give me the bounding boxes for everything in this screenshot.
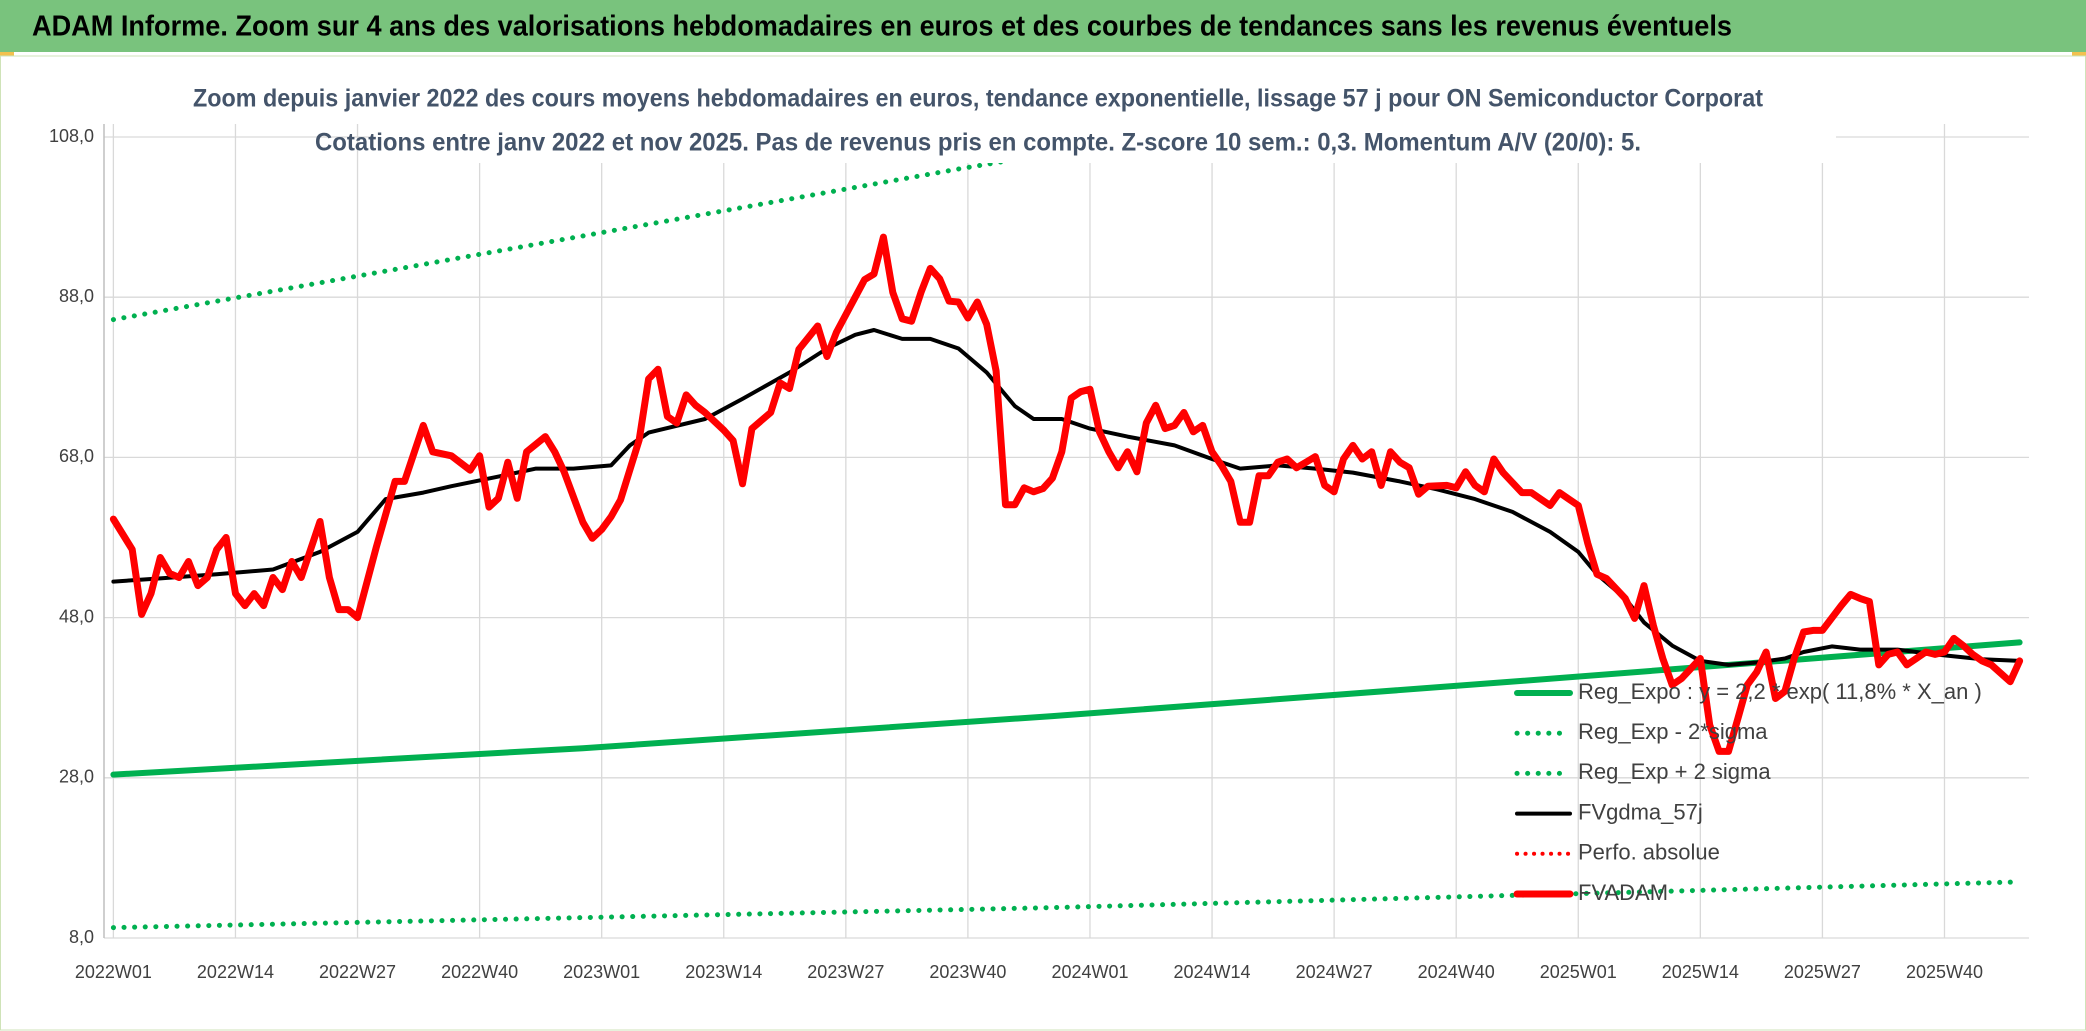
plot-area xyxy=(109,124,2024,931)
header-title: ADAM Informe. Zoom sur 4 ans des valoris… xyxy=(32,11,1732,43)
header-bar xyxy=(0,0,2086,52)
series-line xyxy=(109,233,2024,755)
legend-label: Reg_Expo : y = 2,2 * exp( 11,8% * X_an ) xyxy=(1578,679,1982,704)
x-tick-label: 2023W40 xyxy=(929,962,1006,982)
x-tick-label: 2022W14 xyxy=(197,962,274,982)
x-tick-label: 2025W40 xyxy=(1906,962,1983,982)
legend-label: Reg_Exp + 2 sigma xyxy=(1578,759,1771,784)
header-accent xyxy=(0,52,14,56)
y-tick-label: 68,0 xyxy=(59,446,94,466)
header-accent xyxy=(2072,52,2086,56)
x-tick-label: 2025W27 xyxy=(1784,962,1861,982)
y-tick-label: 48,0 xyxy=(59,606,94,626)
subtitle-mask xyxy=(253,82,1830,122)
legend-label: Reg_Exp - 2*sigma xyxy=(1578,719,1768,744)
x-tick-label: 2025W14 xyxy=(1662,962,1739,982)
x-tick-label: 2024W14 xyxy=(1174,962,1251,982)
subtitle: Zoom depuis janvier 2022 des cours moyen… xyxy=(193,85,1764,113)
x-tick-label: 2025W01 xyxy=(1540,962,1617,982)
x-tick-label: 2022W27 xyxy=(319,962,396,982)
series-line xyxy=(110,124,1245,323)
x-tick-label: 2023W14 xyxy=(685,962,762,982)
x-tick-label: 2023W01 xyxy=(563,962,640,982)
subtitle-mask xyxy=(376,120,1836,163)
axes: 8,0 28,0 48,0 68,0 88,0 108,0 2022W01 2022W14 20… xyxy=(49,126,1983,982)
y-tick-label: 8,0 xyxy=(69,927,94,947)
y-tick-label: 28,0 xyxy=(59,767,94,787)
legend-label: Perfo. absolue xyxy=(1578,840,1720,865)
x-tick-label: 2022W40 xyxy=(441,962,518,982)
legend: Reg_Expo : y = 2,2 * exp( 11,8% * X_an )… xyxy=(1513,679,1982,905)
x-tick-label: 2023W27 xyxy=(807,962,884,982)
y-tick-label: 108,0 xyxy=(49,126,94,146)
subtitle: Cotations entre janv 2022 et nov 2025. P… xyxy=(315,129,1641,157)
x-tick-label: 2024W40 xyxy=(1418,962,1495,982)
x-tick-label: 2022W01 xyxy=(75,962,152,982)
x-tick-label: 2024W01 xyxy=(1051,962,1128,982)
y-tick-label: 88,0 xyxy=(59,286,94,306)
legend-label: FVADAM xyxy=(1578,880,1668,905)
x-tick-label: 2024W27 xyxy=(1296,962,1373,982)
legend-label: FVgdma_57j xyxy=(1578,799,1703,824)
